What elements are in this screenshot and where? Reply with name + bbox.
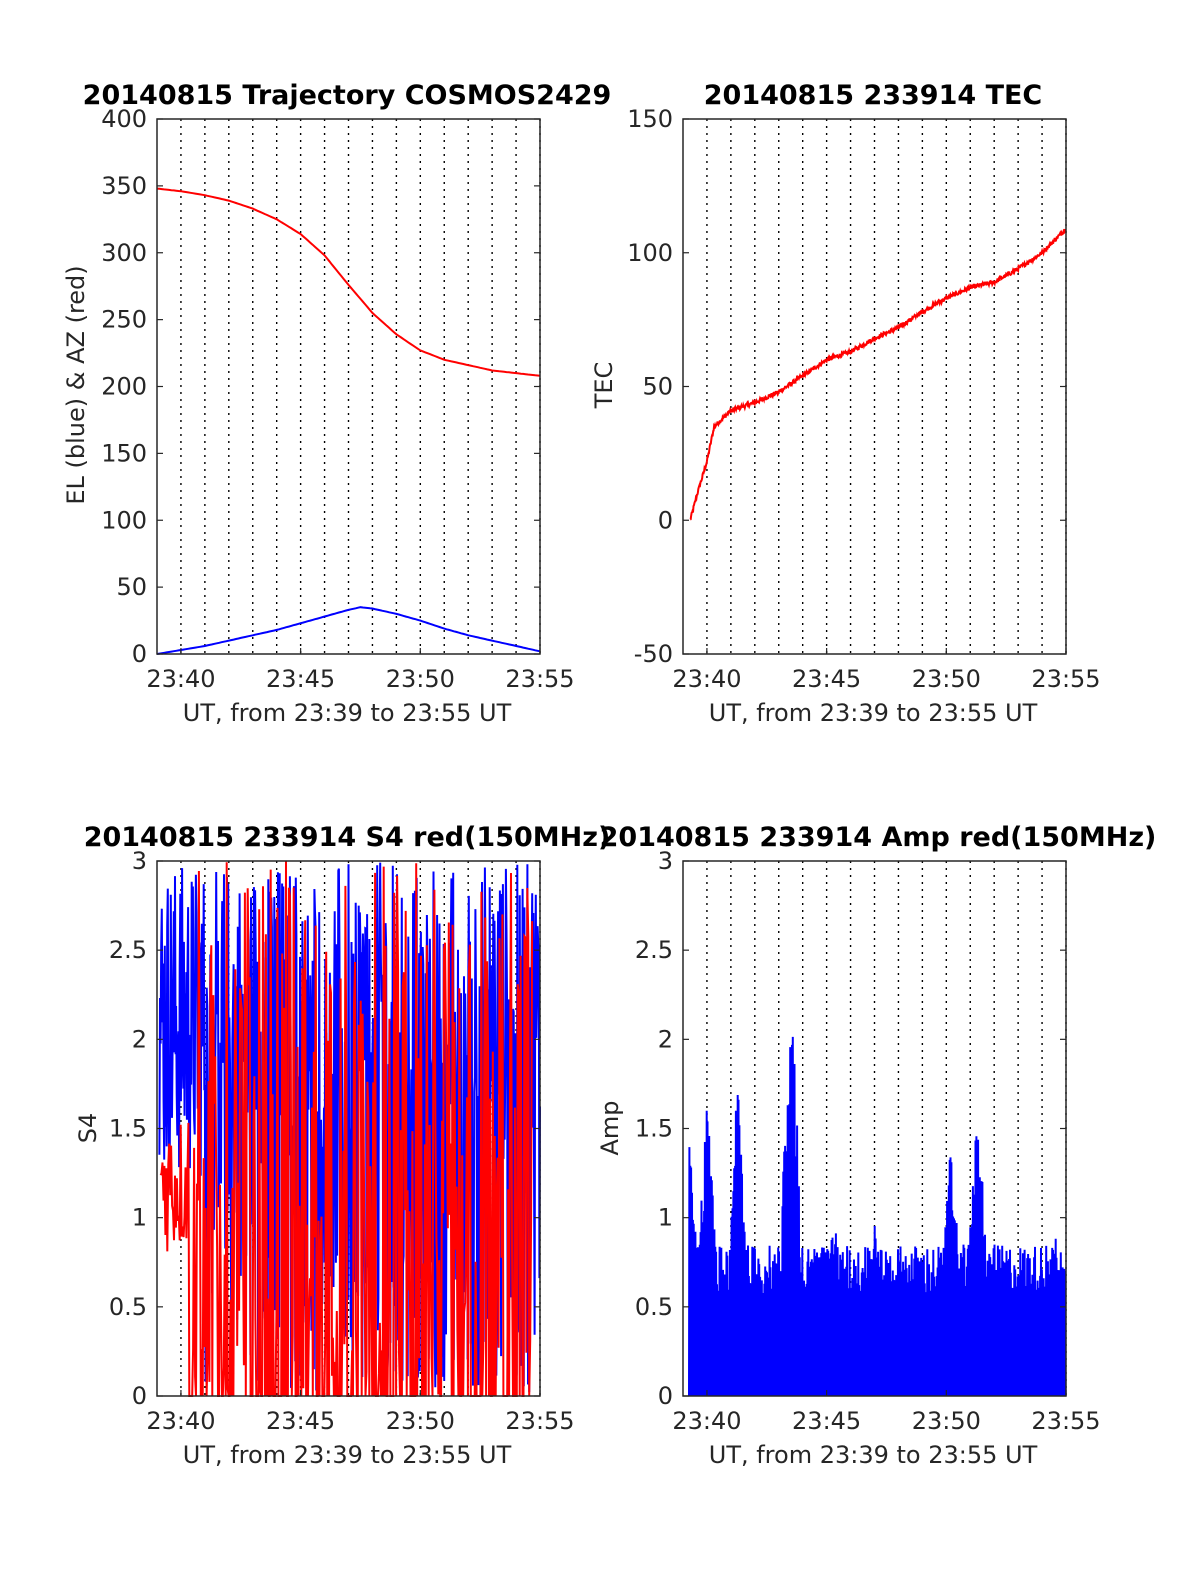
- panel-3-plot-area: 0 0.5 1 1.5 2 2.5 3 23:40 23:45 23:50 23:55: [109, 847, 575, 1435]
- x-tick-label: 23:45: [266, 1407, 335, 1435]
- x-tick-label: 23:50: [386, 1407, 455, 1435]
- y-tick-label: 0.5: [109, 1293, 147, 1321]
- x-tick-label: 23:50: [386, 665, 455, 693]
- panel-1-ylabel: EL (blue) & AZ (red): [62, 265, 90, 504]
- series-line-az: [156, 187, 541, 377]
- x-tick-label: 23:45: [266, 665, 335, 693]
- y-tick-label: 1.5: [635, 1115, 673, 1143]
- y-tick-label: 0: [658, 506, 673, 534]
- x-tick-label: 23:50: [912, 1407, 981, 1435]
- panel-4-xlabel: UT, from 23:39 to 23:55 UT: [709, 1441, 1038, 1469]
- x-tick-label: 23:55: [505, 665, 574, 693]
- y-tick-label: 200: [101, 373, 147, 401]
- panel-4-plot-area: 0 0.5 1 1.5 2 2.5 3 23:40 23:45 23:50 23:55: [635, 847, 1101, 1435]
- x-tick-label: 23:40: [672, 1407, 741, 1435]
- panel-2-xlabel: UT, from 23:39 to 23:55 UT: [709, 699, 1038, 727]
- x-tick-label: 23:50: [912, 665, 981, 693]
- y-tick-label: 50: [116, 573, 147, 601]
- panel-trajectory: 20140815 Trajectory COSMOS2429 EL (blue)…: [62, 80, 611, 727]
- y-tick-label: 400: [101, 105, 147, 133]
- panel-3-title: 20140815 233914 S4 red(150MHz): [84, 822, 611, 853]
- y-tick-label: 2.5: [109, 936, 147, 964]
- y-tick-label: 150: [627, 105, 673, 133]
- panel-3-xlabel: UT, from 23:39 to 23:55 UT: [183, 1441, 512, 1469]
- y-tick-label: 2: [132, 1025, 147, 1053]
- panel-1-plot-area: 0 50 100 150 200 250 300 350 400 23:40 23:45 23:50 2…: [101, 105, 574, 693]
- series-line-s4-blue: [158, 862, 541, 1396]
- panel-4-ylabel: Amp: [596, 1100, 624, 1155]
- y-tick-label: 1: [658, 1204, 673, 1232]
- series-line-tec: [689, 228, 1067, 521]
- y-tick-label: 0.5: [635, 1293, 673, 1321]
- y-tick-label: 100: [101, 506, 147, 534]
- y-tick-label: 2: [658, 1025, 673, 1053]
- y-tick-label: 50: [642, 373, 673, 401]
- panel-amp: 20140815 233914 Amp red(150MHz) Amp UT, …: [596, 822, 1156, 1469]
- y-tick-label: -50: [634, 640, 673, 668]
- y-tick-label: 0: [132, 1382, 147, 1410]
- x-tick-label: 23:55: [1031, 1407, 1100, 1435]
- y-tick-label: 300: [101, 239, 147, 267]
- y-tick-label: 2.5: [635, 936, 673, 964]
- panel-s4: 20140815 233914 S4 red(150MHz) S4 UT, fr…: [74, 822, 610, 1469]
- y-tick-label: 1.5: [109, 1115, 147, 1143]
- panel-1-title: 20140815 Trajectory COSMOS2429: [83, 80, 612, 111]
- panel-4-title: 20140815 233914 Amp red(150MHz): [600, 822, 1157, 853]
- y-tick-label: 3: [132, 847, 147, 875]
- series-line-amp: [688, 1036, 1067, 1397]
- y-tick-label: 150: [101, 439, 147, 467]
- panel-2-title: 20140815 233914 TEC: [704, 80, 1043, 111]
- series-line-el: [156, 606, 541, 655]
- y-tick-label: 0: [132, 640, 147, 668]
- y-tick-label: 100: [627, 239, 673, 267]
- y-tick-label: 0: [658, 1382, 673, 1410]
- x-tick-label: 23:45: [792, 665, 861, 693]
- y-tick-label: 1: [132, 1204, 147, 1232]
- panel-2-ylabel: TEC: [590, 362, 618, 410]
- panel-3-ylabel: S4: [74, 1113, 102, 1144]
- y-tick-label: 3: [658, 847, 673, 875]
- x-tick-label: 23:40: [146, 1407, 215, 1435]
- x-tick-label: 23:40: [672, 665, 741, 693]
- x-tick-label: 23:55: [1031, 665, 1100, 693]
- y-tick-label: 350: [101, 172, 147, 200]
- x-tick-label: 23:45: [792, 1407, 861, 1435]
- panel-2-plot-area: -50 0 50 100 150 23:40 23:45 23:50 23:55: [627, 105, 1100, 693]
- y-tick-label: 250: [101, 306, 147, 334]
- x-tick-label: 23:55: [505, 1407, 574, 1435]
- x-tick-label: 23:40: [146, 665, 215, 693]
- panel-tec: 20140815 233914 TEC TEC UT, from 23:39 t…: [590, 80, 1101, 727]
- panel-1-xlabel: UT, from 23:39 to 23:55 UT: [183, 699, 512, 727]
